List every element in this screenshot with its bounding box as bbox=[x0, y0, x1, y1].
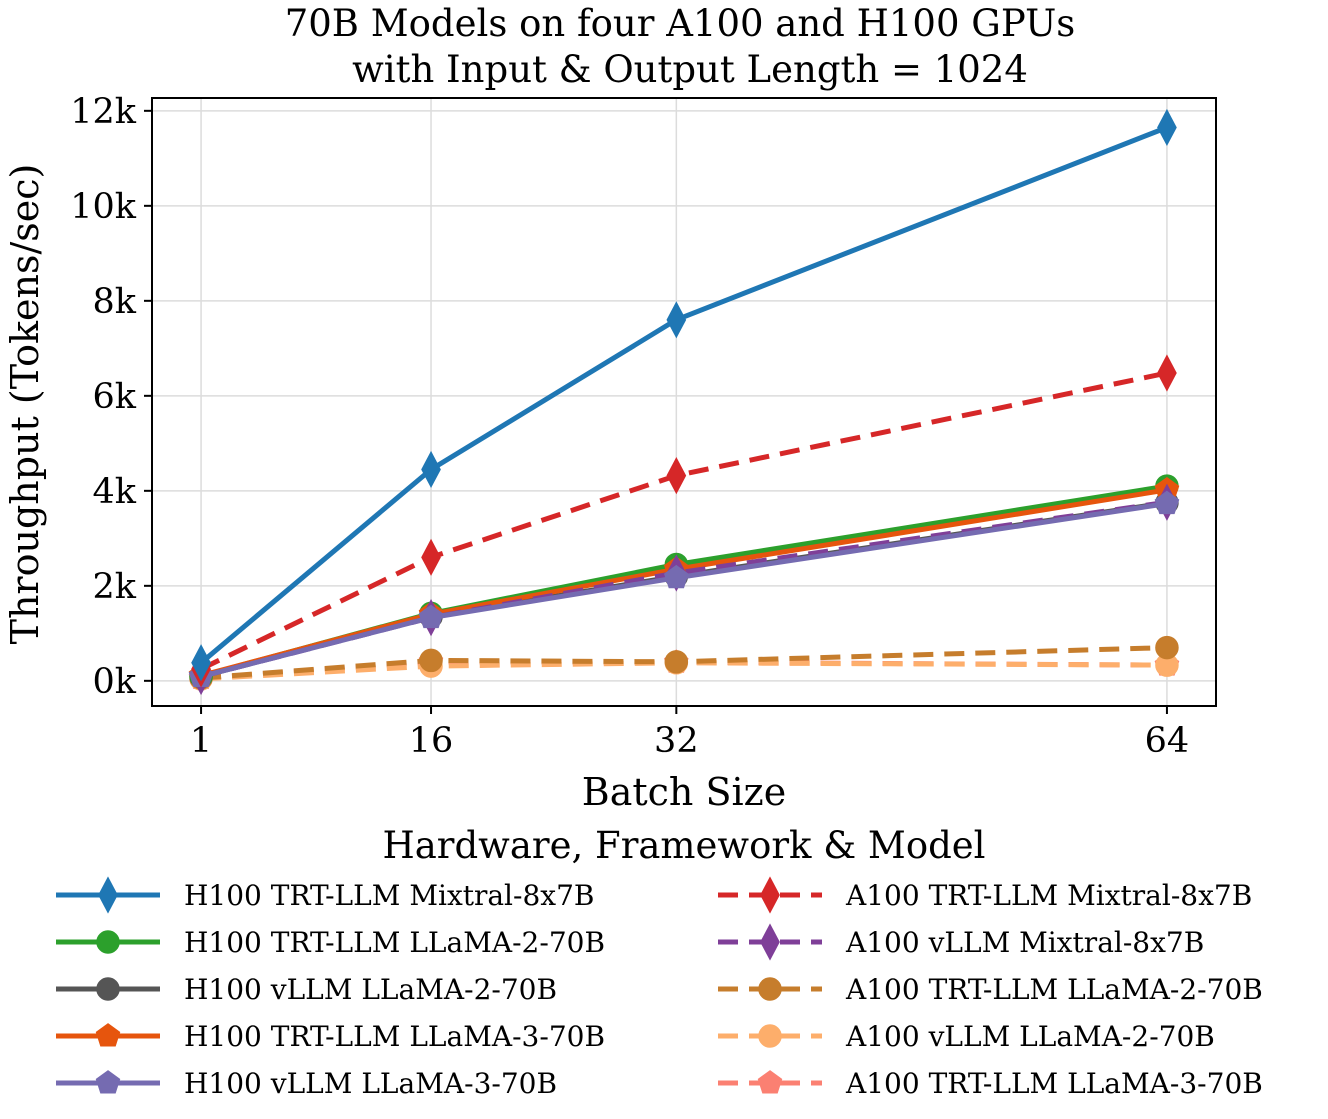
series-line bbox=[200, 501, 1168, 679]
legend-label: A100 TRT-LLM LLaMA-2-70B bbox=[845, 973, 1263, 1006]
ticks: 1 16 32 64 0k 2k 4k 6k 8k 10k 12k bbox=[70, 92, 1189, 761]
legend-item: H100 TRT-LLM LLaMA-3-70B bbox=[56, 1020, 605, 1053]
legend-item: A100 TRT-LLM Mixtral-8x7B bbox=[718, 876, 1252, 914]
data-point bbox=[419, 648, 443, 673]
y-tick-label: 0k bbox=[93, 662, 137, 702]
data-point bbox=[664, 650, 689, 674]
legend-item: A100 TRT-LLM LLaMA-2-70B bbox=[718, 973, 1263, 1006]
data-point bbox=[1154, 490, 1180, 515]
legend-label: H100 TRT-LLM Mixtral-8x7B bbox=[184, 879, 594, 912]
legend-label: H100 vLLM LLaMA-2-70B bbox=[184, 973, 557, 1006]
series-line bbox=[200, 370, 1168, 672]
y-tick-label: 6k bbox=[93, 377, 137, 417]
x-axis-label: Batch Size bbox=[582, 770, 786, 814]
legend-label: H100 TRT-LLM LLaMA-3-70B bbox=[184, 1020, 605, 1053]
data-point bbox=[191, 644, 211, 682]
legend-item: H100 vLLM LLaMA-2-70B bbox=[56, 973, 557, 1006]
chart-title-line1: 70B Models on four A100 and H100 GPUs bbox=[285, 2, 1076, 45]
legend-swatch-marker bbox=[96, 977, 120, 1001]
data-point bbox=[421, 450, 441, 489]
data-point bbox=[1157, 108, 1177, 147]
grid bbox=[152, 98, 1216, 706]
series-layer bbox=[188, 108, 1180, 696]
legend-label: A100 TRT-LLM Mixtral-8x7B bbox=[845, 879, 1252, 912]
legend-item: A100 TRT-LLM LLaMA-3-70B bbox=[718, 1067, 1263, 1100]
series-0 bbox=[191, 108, 1177, 682]
legend-label: A100 vLLM Mixtral-8x7B bbox=[845, 926, 1204, 959]
data-point bbox=[1157, 354, 1177, 392]
legend-swatch-marker bbox=[96, 930, 120, 954]
legend-label: H100 vLLM LLaMA-3-70B bbox=[184, 1067, 557, 1100]
legend-swatch-marker bbox=[760, 876, 780, 914]
legend-swatch-marker bbox=[758, 977, 782, 1001]
y-tick-label: 4k bbox=[93, 472, 137, 512]
legend-item: H100 TRT-LLM LLaMA-2-70B bbox=[56, 926, 605, 959]
data-point bbox=[418, 604, 444, 629]
legend: H100 TRT-LLM Mixtral-8x7B H100 TRT-LLM LL… bbox=[56, 876, 1263, 1100]
legend-item: A100 vLLM Mixtral-8x7B bbox=[718, 923, 1204, 961]
series-line bbox=[200, 660, 1167, 682]
series-line bbox=[200, 645, 1167, 681]
data-point bbox=[1155, 635, 1179, 660]
x-tick-label: 32 bbox=[654, 721, 699, 761]
legend-label: A100 vLLM LLaMA-2-70B bbox=[845, 1020, 1215, 1053]
x-tick-label: 64 bbox=[1145, 721, 1190, 761]
y-tick-label: 10k bbox=[70, 187, 137, 227]
legend-label: A100 TRT-LLM LLaMA-3-70B bbox=[845, 1067, 1263, 1100]
legend-item: H100 TRT-LLM Mixtral-8x7B bbox=[56, 876, 594, 914]
legend-swatch-marker bbox=[98, 876, 118, 914]
x-tick-label: 16 bbox=[409, 721, 454, 761]
legend-swatch-marker bbox=[760, 923, 780, 961]
legend-swatch-marker bbox=[95, 1023, 121, 1047]
legend-label: H100 TRT-LLM LLaMA-2-70B bbox=[184, 926, 605, 959]
y-tick-label: 8k bbox=[93, 282, 137, 322]
data-point bbox=[421, 538, 441, 576]
y-axis-label: Throughput (Tokens/sec) bbox=[3, 164, 47, 645]
legend-swatch-marker bbox=[758, 1024, 782, 1048]
data-point bbox=[666, 457, 687, 495]
legend-swatch-marker bbox=[95, 1070, 121, 1094]
plot-frame bbox=[151, 97, 1217, 707]
data-point bbox=[664, 564, 689, 589]
y-tick-label: 12k bbox=[70, 92, 137, 132]
chart-title-line2: with Input & Output Length = 1024 bbox=[352, 48, 1028, 91]
y-tick-label: 2k bbox=[93, 567, 137, 607]
legend-item: H100 vLLM LLaMA-3-70B bbox=[56, 1067, 557, 1100]
legend-title: Hardware, Framework & Model bbox=[382, 824, 985, 867]
legend-swatch-marker bbox=[757, 1070, 783, 1094]
series-line bbox=[199, 125, 1168, 665]
data-point bbox=[666, 301, 687, 339]
x-tick-label: 1 bbox=[190, 721, 212, 761]
legend-item: A100 vLLM LLaMA-2-70B bbox=[718, 1020, 1215, 1053]
